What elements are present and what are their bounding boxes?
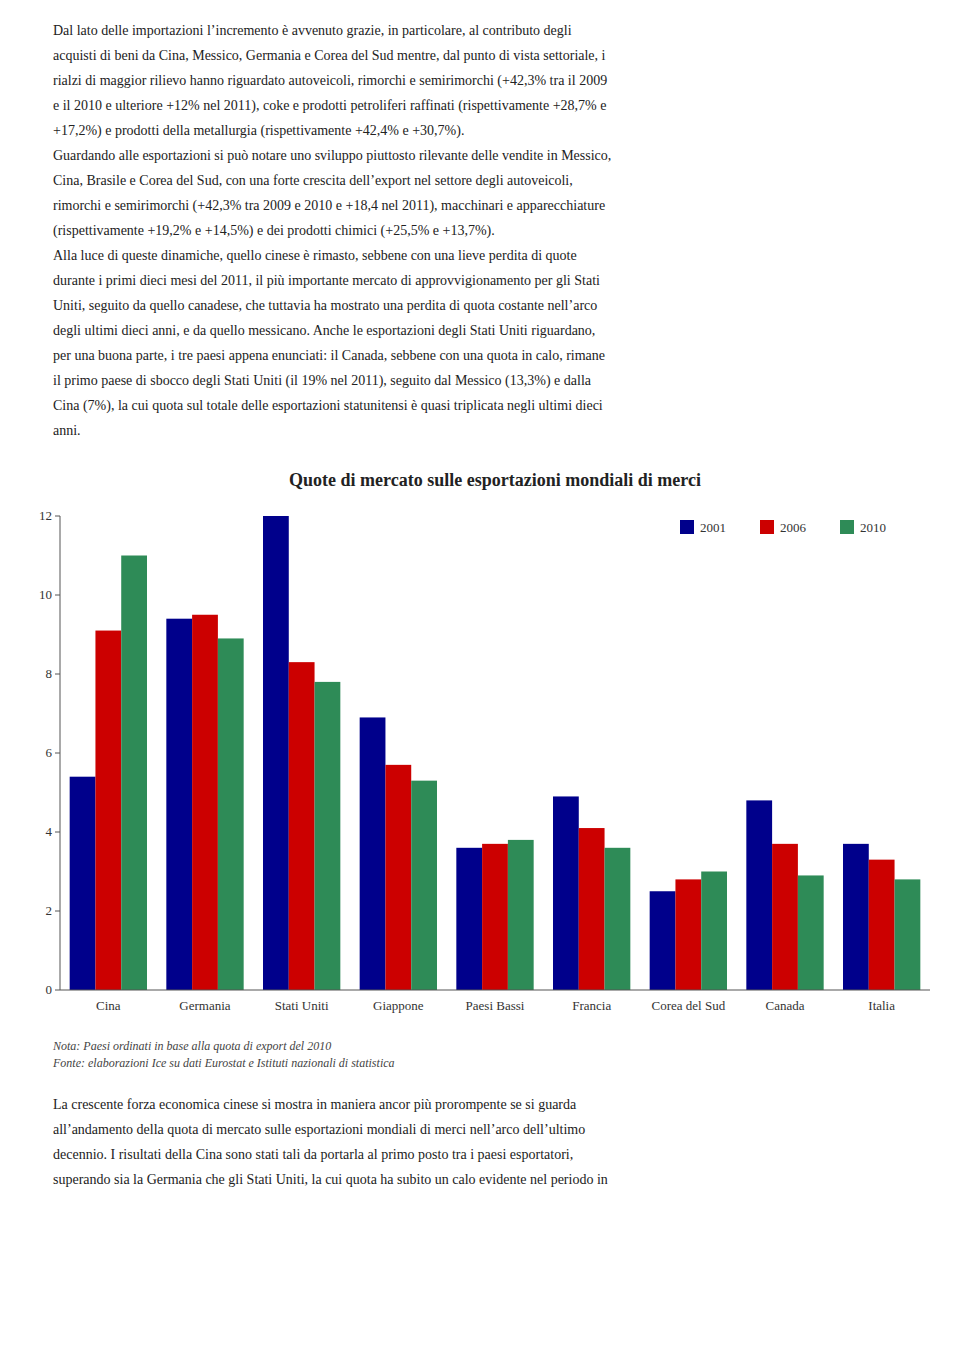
- text-above-line: durante i primi dieci mesi del 2011, il …: [53, 268, 930, 293]
- y-tick: [55, 516, 60, 517]
- bar: [553, 796, 579, 990]
- text-above-line: Dal lato delle importazioni l’incremento…: [53, 18, 930, 43]
- bar: [95, 631, 121, 990]
- text-below-line: superando sia la Germania che gli Stati …: [53, 1167, 930, 1192]
- text-above-line: il primo paese di sbocco degli Stati Uni…: [53, 368, 930, 393]
- text-above-line: Uniti, seguito da quello canadese, che t…: [53, 293, 930, 318]
- bar: [650, 891, 676, 990]
- text-below-line: decennio. I risultati della Cina sono st…: [53, 1142, 930, 1167]
- bar: [385, 765, 411, 990]
- bar: [746, 800, 772, 990]
- bar: [701, 872, 727, 991]
- chart-title: Quote di mercato sulle esportazioni mond…: [289, 470, 701, 490]
- y-tick-label: 10: [39, 587, 52, 602]
- x-tick-label: Canada: [766, 998, 805, 1013]
- text-below-block: La crescente forza economica cinese si m…: [53, 1092, 930, 1192]
- y-tick: [55, 674, 60, 675]
- bar: [192, 615, 218, 990]
- bar: [605, 848, 631, 990]
- text-below-line: all’andamento della quota di mercato sul…: [53, 1117, 930, 1142]
- bar: [263, 516, 289, 990]
- text-above-line: Guardando alle esportazioni si può notar…: [53, 143, 930, 168]
- text-above-line: degli ultimi dieci anni, e da quello mes…: [53, 318, 930, 343]
- note-block: Nota: Paesi ordinati in base alla quota …: [53, 1038, 930, 1072]
- bar: [411, 781, 437, 990]
- bar: [289, 662, 315, 990]
- bar: [360, 717, 386, 990]
- y-tick-label: 4: [46, 824, 53, 839]
- note-line: Fonte: elaborazioni Ice su dati Eurostat…: [53, 1055, 930, 1072]
- y-tick-label: 2: [46, 903, 53, 918]
- y-tick: [55, 595, 60, 596]
- x-tick-label: Paesi Bassi: [466, 998, 525, 1013]
- x-tick-label: Germania: [179, 998, 230, 1013]
- bar: [482, 844, 508, 990]
- y-tick: [55, 832, 60, 833]
- bar: [869, 860, 895, 990]
- bar: [675, 879, 701, 990]
- x-tick-label: Italia: [868, 998, 895, 1013]
- legend-swatch: [840, 520, 854, 534]
- note-line: Nota: Paesi ordinati in base alla quota …: [53, 1038, 930, 1055]
- y-tick: [55, 753, 60, 754]
- text-above-line: per una buona parte, i tre paesi appena …: [53, 343, 930, 368]
- text-above-line: acquisti di beni da Cina, Messico, Germa…: [53, 43, 930, 68]
- text-above-line: Cina, Brasile e Corea del Sud, con una f…: [53, 168, 930, 193]
- text-above-line: rimorchi e semirimorchi (+42,3% tra 2009…: [53, 193, 930, 218]
- legend-swatch: [760, 520, 774, 534]
- text-above-line: (rispettivamente +19,2% e +14,5%) e dei …: [53, 218, 930, 243]
- text-below-line: La crescente forza economica cinese si m…: [53, 1092, 930, 1117]
- text-above-line: anni.: [53, 418, 930, 443]
- text-above-line: +17,2%) e prodotti della metallurgia (ri…: [53, 118, 930, 143]
- bar: [772, 844, 798, 990]
- bar: [121, 556, 147, 991]
- chart: Quote di mercato sulle esportazioni mond…: [0, 460, 960, 1030]
- x-tick-label: Francia: [572, 998, 611, 1013]
- bar: [70, 777, 96, 990]
- legend-label: 2010: [860, 520, 886, 535]
- bars: [70, 516, 921, 990]
- y-tick: [55, 911, 60, 912]
- text-above-line: Alla luce di queste dinamiche, quello ci…: [53, 243, 930, 268]
- x-tick-label: Giappone: [373, 998, 424, 1013]
- legend-swatch: [680, 520, 694, 534]
- x-axis-line: [60, 990, 930, 991]
- x-tick-label: Stati Uniti: [275, 998, 329, 1013]
- bar: [895, 879, 921, 990]
- bar: [798, 875, 824, 990]
- legend: 2001 2006 2010: [680, 520, 886, 535]
- bar: [456, 848, 482, 990]
- bar: [166, 619, 192, 990]
- x-tick-label: Cina: [96, 998, 121, 1013]
- bar: [218, 638, 244, 990]
- y-tick-label: 8: [46, 666, 53, 681]
- text-above-line: e il 2010 e ulteriore +12% nel 2011), co…: [53, 93, 930, 118]
- text-above-block: Dal lato delle importazioni l’incremento…: [53, 18, 930, 443]
- text-above-line: Cina (7%), la cui quota sul totale delle…: [53, 393, 930, 418]
- bar: [579, 828, 605, 990]
- y-tick-label: 6: [46, 745, 53, 760]
- bar: [315, 682, 341, 990]
- x-tick-label: Corea del Sud: [652, 998, 726, 1013]
- bar: [508, 840, 534, 990]
- y-tick-label: 12: [39, 508, 52, 523]
- legend-label: 2001: [700, 520, 726, 535]
- bar: [843, 844, 869, 990]
- y-tick-label: 0: [46, 982, 53, 997]
- text-above-line: rialzi di maggior rilievo hanno riguarda…: [53, 68, 930, 93]
- y-tick: [55, 990, 60, 991]
- legend-label: 2006: [780, 520, 807, 535]
